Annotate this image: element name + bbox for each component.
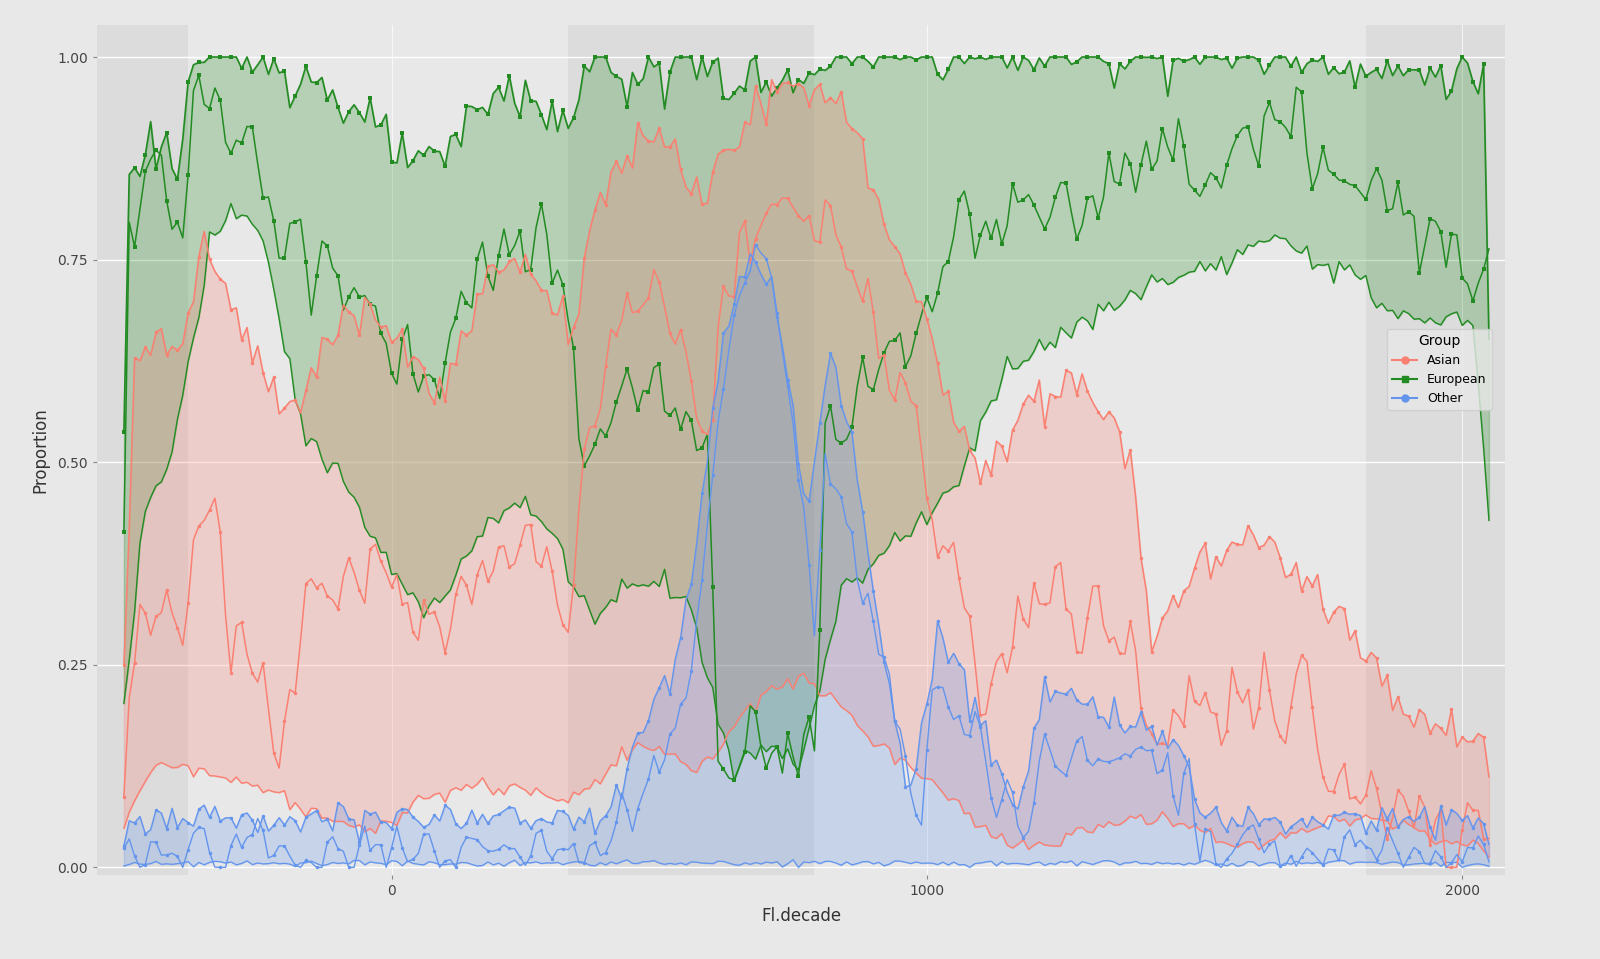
Legend: Asian, European, Other: Asian, European, Other bbox=[1387, 329, 1491, 410]
Bar bbox=[568, 25, 814, 876]
Bar bbox=[98, 25, 189, 876]
Bar bbox=[189, 25, 568, 876]
Bar bbox=[1366, 25, 1506, 876]
X-axis label: Fl.decade: Fl.decade bbox=[762, 907, 842, 924]
Bar bbox=[814, 25, 1366, 876]
Y-axis label: Proportion: Proportion bbox=[30, 408, 50, 493]
